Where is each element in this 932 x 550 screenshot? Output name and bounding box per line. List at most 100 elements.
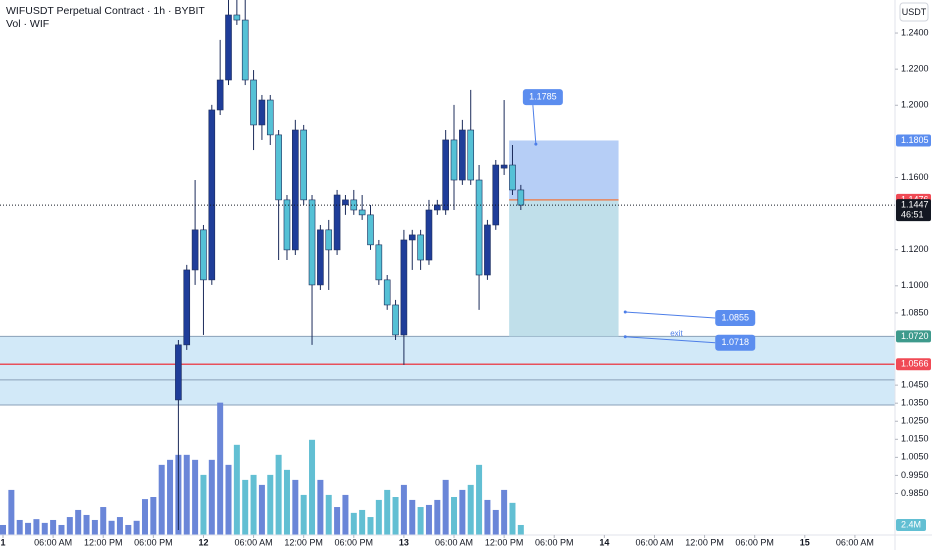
candle-body bbox=[383, 279, 391, 306]
y-tick-label: 1.2000 bbox=[901, 100, 929, 110]
candle-body bbox=[517, 189, 525, 206]
volume-bar bbox=[517, 524, 524, 535]
candle-body bbox=[208, 109, 216, 281]
y-tick-label: 0.9850 bbox=[901, 488, 929, 498]
price-label: 1.0566 bbox=[901, 359, 929, 369]
x-tick-label: 06:00 AM bbox=[235, 537, 273, 547]
candle-body bbox=[225, 14, 232, 81]
volume-bar bbox=[309, 439, 316, 535]
volume-bar bbox=[50, 519, 57, 535]
volume-bar bbox=[91, 519, 98, 535]
volume-bar bbox=[367, 517, 374, 535]
volume-bar bbox=[25, 522, 32, 535]
candle bbox=[367, 204, 374, 250]
x-tick-label: 1 bbox=[0, 537, 5, 547]
y-tick-label: 1.1200 bbox=[901, 244, 929, 254]
volume-bar bbox=[342, 494, 349, 535]
volume-bar bbox=[0, 524, 7, 535]
candle-body bbox=[459, 129, 466, 181]
candle bbox=[216, 39, 224, 116]
y-tick-label: 1.0250 bbox=[901, 416, 929, 426]
volume-bar bbox=[108, 520, 115, 535]
volume-bar bbox=[459, 489, 466, 535]
candle-body bbox=[467, 129, 475, 181]
candle bbox=[208, 104, 216, 285]
candle-body bbox=[375, 244, 383, 281]
candle bbox=[225, 0, 232, 86]
candle bbox=[191, 180, 199, 285]
chart-title: WIFUSDT Perpetual Contract · 1h · BYBIT bbox=[6, 5, 205, 17]
x-tick-label: 12:00 PM bbox=[284, 537, 323, 547]
x-tick-label: 12:00 PM bbox=[685, 537, 724, 547]
candle-body bbox=[300, 129, 307, 201]
candle-body bbox=[325, 229, 333, 251]
candle bbox=[250, 70, 257, 151]
y-tick-label: 1.2200 bbox=[901, 64, 929, 74]
volume-bar bbox=[167, 459, 174, 535]
volume-bar bbox=[292, 479, 299, 535]
annotation-box bbox=[715, 310, 756, 327]
candle-body bbox=[484, 224, 491, 276]
volume-bar bbox=[183, 454, 190, 535]
currency-label[interactable]: USDT bbox=[902, 7, 927, 17]
candle-body bbox=[417, 234, 424, 261]
candle-body bbox=[400, 239, 408, 336]
candle bbox=[200, 224, 207, 335]
volume-bar bbox=[41, 522, 48, 535]
candle bbox=[408, 229, 416, 270]
volume-bar bbox=[83, 514, 90, 535]
candle bbox=[300, 124, 307, 205]
volume-bar bbox=[75, 509, 82, 535]
volume-bar bbox=[384, 489, 391, 535]
volume-bar bbox=[434, 499, 441, 535]
volume-bar bbox=[375, 499, 382, 535]
volume-bar bbox=[66, 517, 73, 535]
annotation-label: 1.0855 bbox=[721, 312, 749, 322]
candle bbox=[392, 299, 399, 340]
volume-label-bg bbox=[896, 519, 926, 531]
candle bbox=[275, 130, 282, 261]
candle-body bbox=[283, 199, 291, 251]
candle bbox=[375, 239, 383, 285]
candle bbox=[292, 119, 299, 255]
candle bbox=[417, 229, 424, 270]
candle-body bbox=[492, 164, 500, 226]
candle-body bbox=[342, 199, 349, 206]
price-label-bg bbox=[896, 134, 931, 147]
volume-bar bbox=[283, 469, 290, 535]
x-tick-label: 06:00 AM bbox=[34, 537, 72, 547]
volume-bar bbox=[509, 502, 516, 535]
annotation-line bbox=[532, 105, 537, 145]
candle bbox=[233, 0, 241, 25]
volume-bar bbox=[217, 402, 224, 535]
volume-bar bbox=[200, 474, 207, 535]
annotation-point bbox=[534, 142, 538, 146]
candle bbox=[450, 104, 458, 210]
candle bbox=[258, 94, 266, 140]
candle-body bbox=[292, 129, 299, 251]
candle-body bbox=[275, 134, 282, 201]
currency-button[interactable] bbox=[899, 2, 929, 22]
candle-body bbox=[175, 344, 182, 401]
x-tick-label: 06:00 AM bbox=[836, 537, 874, 547]
candle bbox=[442, 130, 449, 215]
x-tick-label: 12:00 PM bbox=[84, 537, 123, 547]
x-tick-label: 15 bbox=[800, 537, 810, 547]
candle bbox=[175, 339, 182, 530]
price-label-bg bbox=[896, 199, 931, 222]
volume-bar bbox=[300, 494, 307, 535]
y-tick-label: 1.0450 bbox=[901, 380, 929, 390]
y-tick-label: 1.0150 bbox=[901, 434, 929, 444]
annotation-box bbox=[715, 334, 756, 351]
price-label: 1.0720 bbox=[901, 331, 929, 341]
volume-bar bbox=[417, 507, 424, 535]
x-tick-label: 06:00 AM bbox=[635, 537, 673, 547]
volume-bar bbox=[33, 519, 40, 535]
candle-body bbox=[500, 164, 508, 169]
zone bbox=[0, 336, 895, 405]
candle bbox=[467, 89, 475, 185]
candle-body bbox=[258, 99, 266, 126]
candle-body bbox=[200, 229, 207, 281]
candle-body bbox=[250, 79, 257, 126]
